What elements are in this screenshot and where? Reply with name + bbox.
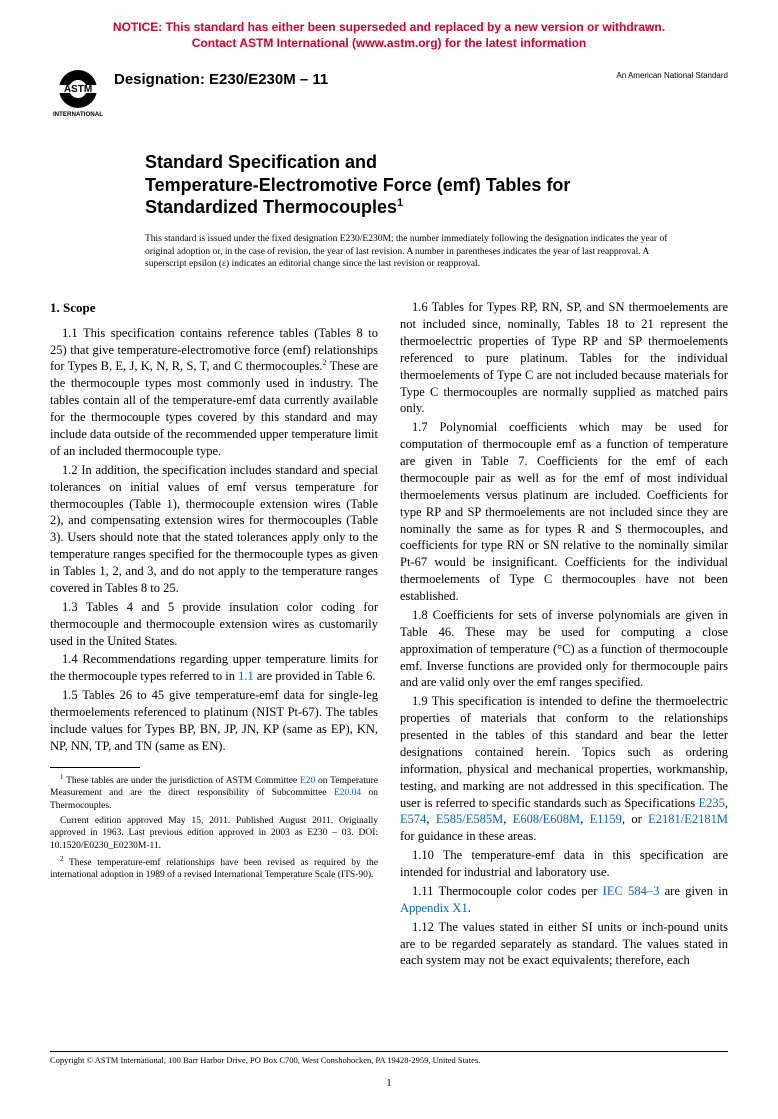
astm-logo: ASTM INTERNATIONAL (50, 65, 106, 121)
para-1-1: 1.1 This specification contains referenc… (50, 325, 378, 460)
xref-1-1[interactable]: 1.1 (238, 669, 254, 683)
document-title: Standard Specification and Temperature-E… (145, 151, 688, 219)
title-sup: 1 (397, 197, 403, 209)
page-number: 1 (50, 1077, 728, 1089)
scope-heading: 1. Scope (50, 299, 378, 317)
left-column: 1. Scope 1.1 This specification contains… (50, 299, 378, 971)
para-1-10: 1.10 The temperature-emf data in this sp… (400, 847, 728, 881)
xref-e235[interactable]: E235 (698, 796, 724, 810)
footnotes: 1 These tables are under the jurisdictio… (50, 773, 378, 882)
document-page: NOTICE: This standard has either been su… (0, 0, 778, 1119)
para-1-2: 1.2 In addition, the specification inclu… (50, 462, 378, 597)
copyright-block: Copyright © ASTM International, 100 Barr… (50, 1051, 728, 1065)
notice-line1: NOTICE: This standard has either been su… (113, 20, 665, 34)
para-1-9: 1.9 This specification is intended to de… (400, 693, 728, 845)
header-row: ASTM INTERNATIONAL Designation: E230/E23… (50, 65, 728, 121)
copyright-rule (50, 1051, 728, 1052)
footnote-separator (50, 767, 140, 768)
svg-text:INTERNATIONAL: INTERNATIONAL (53, 111, 103, 118)
para-1-4: 1.4 Recommendations regarding upper temp… (50, 651, 378, 685)
para-1-6: 1.6 Tables for Types RP, RN, SP, and SN … (400, 299, 728, 417)
para-1-7: 1.7 Polynomial coefficients which may be… (400, 419, 728, 605)
para-1-3: 1.3 Tables 4 and 5 provide insulation co… (50, 599, 378, 650)
title-block: Standard Specification and Temperature-E… (145, 151, 688, 271)
footnote-2: 2 These temperature-emf relationships ha… (50, 855, 378, 882)
svg-text:ASTM: ASTM (64, 84, 92, 95)
ans-label: An American National Standard (616, 71, 728, 80)
xref-e608[interactable]: E608/E608M (513, 812, 580, 826)
right-column: 1.6 Tables for Types RP, RN, SP, and SN … (400, 299, 728, 971)
body-columns: 1. Scope 1.1 This specification contains… (50, 299, 728, 971)
issued-note: This standard is issued under the fixed … (145, 233, 688, 271)
title-line1: Standard Specification and (145, 152, 377, 172)
title-line3: Standardized Thermocouples (145, 197, 397, 217)
para-1-11: 1.11 Thermocouple color codes per IEC 58… (400, 883, 728, 917)
para-1-8: 1.8 Coefficients for sets of inverse pol… (400, 607, 728, 691)
footnote-1b: Current edition approved May 15, 2011. P… (50, 815, 378, 852)
xref-e2004[interactable]: E20.04 (334, 788, 361, 798)
title-line2: Temperature-Electromotive Force (emf) Ta… (145, 175, 570, 195)
xref-iec584[interactable]: IEC 584–3 (603, 884, 660, 898)
notice-line2: Contact ASTM International (www.astm.org… (192, 36, 586, 50)
para-1-12: 1.12 The values stated in either SI unit… (400, 919, 728, 970)
para-1-5: 1.5 Tables 26 to 45 give temperature-emf… (50, 687, 378, 755)
footnote-1: 1 These tables are under the jurisdictio… (50, 773, 378, 812)
xref-e585[interactable]: E585/E585M (436, 812, 503, 826)
xref-e574[interactable]: E574 (400, 812, 426, 826)
designation-label: Designation: E230/E230M – 11 (114, 71, 616, 88)
xref-appendix-x1[interactable]: Appendix X1 (400, 901, 468, 915)
xref-e20[interactable]: E20 (300, 776, 315, 786)
notice-banner: NOTICE: This standard has either been su… (50, 20, 728, 51)
xref-e1159[interactable]: E1159 (590, 812, 622, 826)
xref-e2181[interactable]: E2181/E2181M (648, 812, 728, 826)
copyright-text: Copyright © ASTM International, 100 Barr… (50, 1055, 480, 1065)
